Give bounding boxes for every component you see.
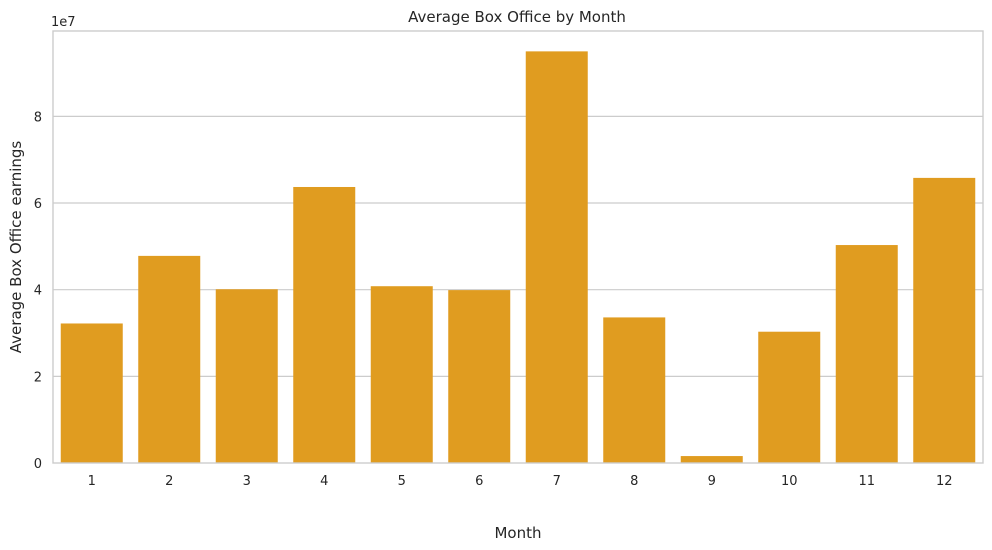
bar-month-9 xyxy=(680,456,743,463)
bar-month-6 xyxy=(448,290,511,463)
x-tick-label: 11 xyxy=(858,474,875,489)
bar-month-10 xyxy=(758,331,821,463)
bar-month-11 xyxy=(835,245,898,463)
x-axis-label: Month xyxy=(494,524,541,542)
y-tick-label: 6 xyxy=(34,197,42,212)
bar-month-1 xyxy=(60,323,123,463)
bar-month-5 xyxy=(370,286,433,463)
bar-month-4 xyxy=(293,186,356,463)
bar-month-2 xyxy=(138,255,201,463)
y-tick-label: 2 xyxy=(34,370,42,385)
y-scale-label: 1e7 xyxy=(51,15,76,30)
bar-month-7 xyxy=(525,51,588,463)
bars xyxy=(60,51,976,463)
y-axis-label: Average Box Office earnings xyxy=(7,141,25,354)
y-tick-label: 8 xyxy=(34,110,42,125)
x-tick-label: 10 xyxy=(781,474,798,489)
x-tick-label: 3 xyxy=(243,474,251,489)
x-tick-label: 6 xyxy=(475,474,483,489)
y-tick-labels: 0 2 4 6 8 xyxy=(34,110,42,472)
x-tick-label: 8 xyxy=(630,474,638,489)
y-tick-label: 0 xyxy=(34,457,42,472)
plot-frame xyxy=(52,30,984,464)
x-tick-label: 2 xyxy=(165,474,173,489)
x-tick-label: 1 xyxy=(88,474,96,489)
x-tick-labels: 1 2 3 4 5 6 7 8 9 10 11 12 xyxy=(88,474,953,489)
chart-title: Average Box Office by Month xyxy=(408,8,626,26)
bar-month-3 xyxy=(215,289,278,463)
x-tick-label: 9 xyxy=(708,474,716,489)
x-tick-label: 12 xyxy=(936,474,953,489)
gridlines xyxy=(53,115,983,377)
x-tick-label: 7 xyxy=(553,474,561,489)
bar-month-8 xyxy=(603,317,666,463)
y-tick-label: 4 xyxy=(34,284,42,299)
bar-month-12 xyxy=(913,177,976,463)
x-tick-label: 4 xyxy=(320,474,328,489)
x-tick-label: 5 xyxy=(398,474,406,489)
